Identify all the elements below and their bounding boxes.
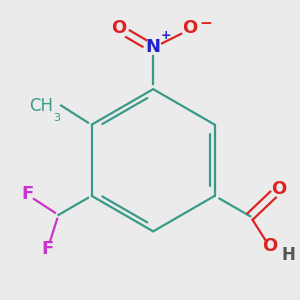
Text: 3: 3 bbox=[53, 113, 60, 123]
Text: O: O bbox=[111, 19, 127, 37]
Text: H: H bbox=[282, 246, 296, 264]
Text: +: + bbox=[160, 29, 171, 42]
Text: CH: CH bbox=[29, 97, 53, 115]
Text: O: O bbox=[262, 237, 277, 255]
Text: O: O bbox=[182, 19, 198, 37]
Text: N: N bbox=[146, 38, 161, 56]
Text: O: O bbox=[272, 180, 286, 198]
Text: F: F bbox=[21, 185, 33, 203]
Text: F: F bbox=[41, 240, 54, 258]
Text: −: − bbox=[200, 16, 212, 31]
